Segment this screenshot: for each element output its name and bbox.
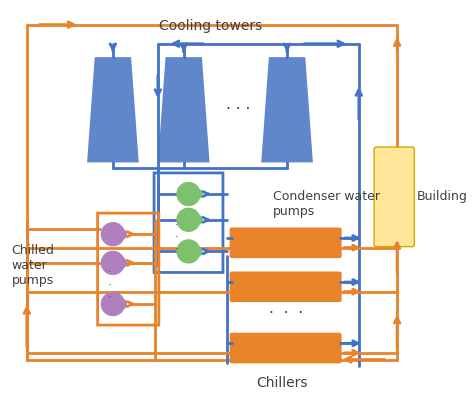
Circle shape: [117, 299, 127, 309]
Circle shape: [101, 252, 124, 274]
FancyBboxPatch shape: [374, 147, 414, 247]
Circle shape: [177, 240, 200, 263]
Circle shape: [101, 223, 124, 246]
FancyBboxPatch shape: [230, 228, 342, 258]
Circle shape: [177, 208, 200, 231]
Polygon shape: [87, 57, 139, 162]
Circle shape: [177, 182, 200, 206]
FancyBboxPatch shape: [230, 272, 342, 302]
Text: Chillers: Chillers: [256, 376, 308, 390]
Circle shape: [192, 189, 202, 199]
Circle shape: [192, 215, 202, 225]
Text: Condenser water
pumps: Condenser water pumps: [273, 190, 380, 218]
Text: Building: Building: [417, 190, 468, 203]
Circle shape: [117, 258, 127, 268]
Text: Chilled
water
pumps: Chilled water pumps: [11, 244, 55, 287]
Text: ·  ·  ·: · · ·: [269, 306, 303, 321]
Text: · · ·: · · ·: [226, 102, 250, 117]
FancyBboxPatch shape: [230, 333, 342, 363]
Text: ·
·
·: · · ·: [175, 220, 179, 254]
Polygon shape: [158, 57, 210, 162]
Circle shape: [117, 229, 127, 239]
Circle shape: [101, 292, 124, 316]
Polygon shape: [261, 57, 313, 162]
Text: ·
·
·: · · ·: [107, 268, 111, 302]
Circle shape: [192, 246, 202, 256]
Text: Cooling towers: Cooling towers: [159, 19, 262, 33]
